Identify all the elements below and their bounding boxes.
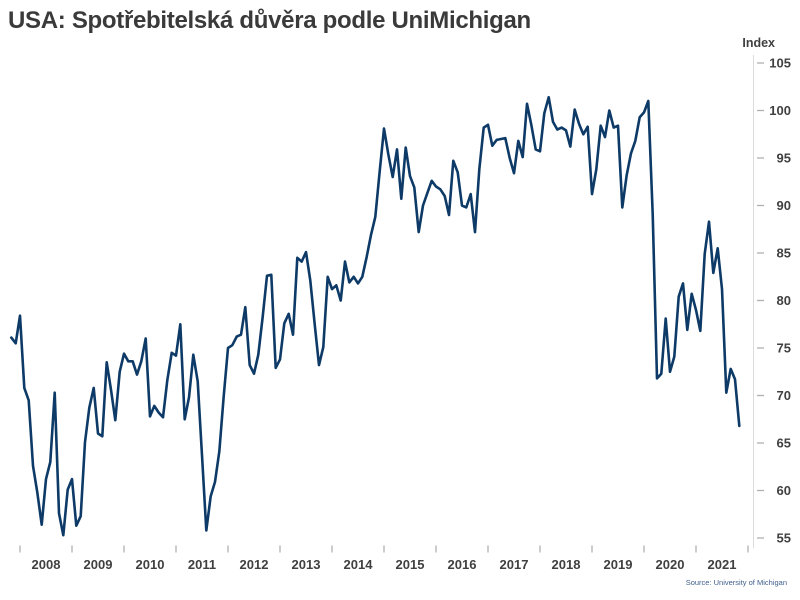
x-tick-label: 2012 [240, 557, 269, 572]
y-tick-label: 55 [777, 531, 791, 546]
x-tick-label: 2010 [136, 557, 165, 572]
x-tick-label: 2011 [188, 557, 216, 572]
y-tick-label: 90 [777, 198, 791, 213]
x-tick-label: 2009 [84, 557, 113, 572]
x-tick-label: 2016 [448, 557, 477, 572]
y-tick-label: 75 [777, 341, 791, 356]
chart-title: USA: Spotřebitelská důvěra podle UniMich… [8, 7, 531, 34]
x-tick-label: 2014 [344, 557, 374, 572]
x-tick-label: 2020 [656, 557, 685, 572]
y-tick-label: 100 [769, 103, 791, 118]
y-tick-label: 60 [777, 483, 791, 498]
y-axis-unit-label: Index [742, 36, 775, 50]
x-tick-label: 2017 [500, 557, 529, 572]
y-tick-label: 95 [777, 151, 791, 166]
x-tick-label: 2015 [396, 557, 425, 572]
source-note: Source: University of Michigan [685, 578, 787, 587]
x-tick-label: 2008 [32, 557, 61, 572]
x-tick-label: 2013 [292, 557, 321, 572]
x-tick-label: 2021 [708, 557, 737, 572]
y-tick-label: 70 [777, 388, 791, 403]
y-tick-label: 105 [769, 56, 791, 71]
x-tick-label: 2019 [604, 557, 633, 572]
sentiment-line [10, 95, 741, 537]
y-tick-label: 85 [777, 246, 791, 261]
y-tick-label: 65 [777, 436, 791, 451]
x-tick-label: 2018 [552, 557, 581, 572]
y-tick-label: 80 [777, 293, 791, 308]
